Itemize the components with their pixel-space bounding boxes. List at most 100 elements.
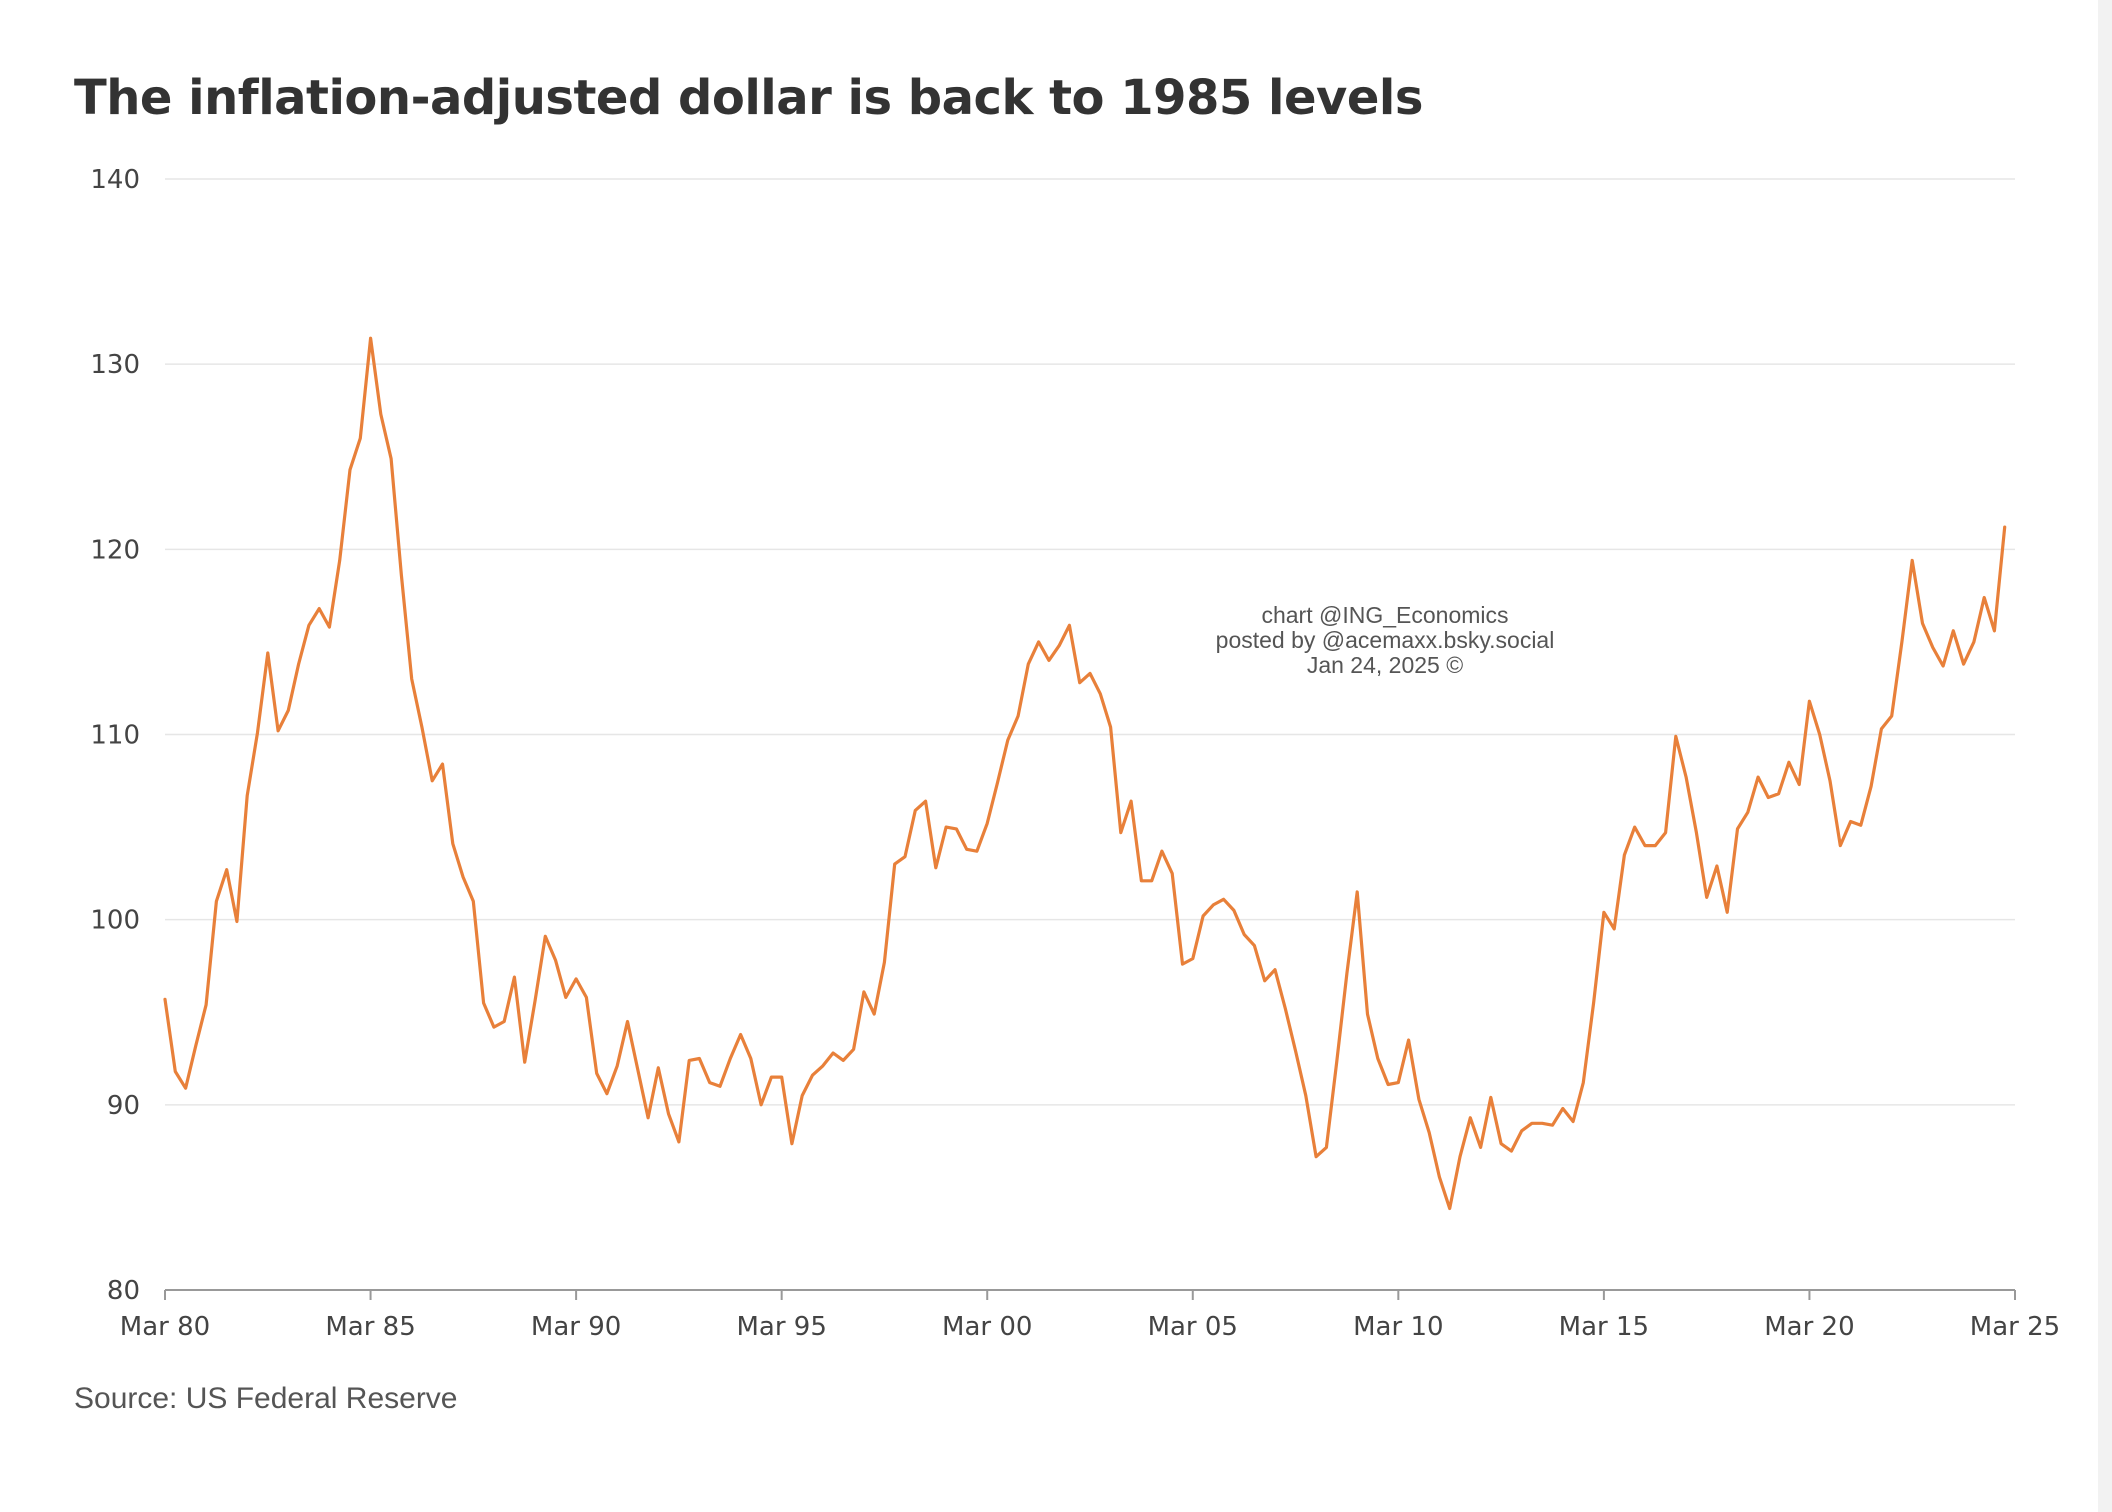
data-point — [1951, 629, 1955, 633]
data-point — [872, 1012, 876, 1016]
data-point — [1191, 957, 1195, 961]
data-point — [225, 868, 229, 872]
data-point — [1386, 1083, 1390, 1087]
y-tick-label: 140 — [90, 165, 140, 195]
data-point — [1139, 879, 1143, 883]
data-point — [903, 855, 907, 859]
x-tick-label: Mar 25 — [1970, 1312, 2060, 1342]
chart-title: The inflation-adjusted dollar is back to… — [74, 70, 1423, 126]
source-note: Source: US Federal Reserve — [74, 1382, 458, 1415]
data-point — [626, 1020, 630, 1024]
data-point — [1818, 733, 1822, 737]
data-point — [1314, 1155, 1318, 1159]
y-tick-label: 90 — [107, 1091, 140, 1121]
data-point — [256, 731, 260, 735]
data-point — [1283, 1007, 1287, 1011]
x-tick-label: Mar 80 — [120, 1312, 210, 1342]
data-point — [1057, 644, 1061, 648]
data-point — [1468, 1116, 1472, 1120]
data-point — [512, 975, 516, 979]
data-point — [441, 762, 445, 766]
data-point — [1766, 796, 1770, 800]
data-point — [1530, 1121, 1534, 1125]
data-point — [1026, 662, 1030, 666]
data-point — [1345, 971, 1349, 975]
data-point — [852, 1047, 856, 1051]
data-point — [1869, 784, 1873, 788]
data-point — [944, 825, 948, 829]
data-point — [194, 1044, 198, 1048]
data-point — [554, 958, 558, 962]
data-point — [1715, 864, 1719, 868]
data-point — [1746, 810, 1750, 814]
data-point — [327, 625, 331, 629]
series-line — [163, 336, 2007, 1211]
data-point — [399, 573, 403, 577]
data-point — [533, 999, 537, 1003]
data-point — [728, 1057, 732, 1061]
data-point — [646, 1116, 650, 1120]
data-point — [831, 1051, 835, 1055]
data-point — [276, 729, 280, 733]
data-point — [1849, 820, 1853, 824]
data-point — [1396, 1081, 1400, 1085]
data-point — [1499, 1142, 1503, 1146]
data-point — [821, 1064, 825, 1068]
data-point — [471, 899, 475, 903]
data-point — [1407, 1038, 1411, 1042]
data-point — [410, 677, 414, 681]
data-series — [163, 336, 2007, 1211]
data-point — [934, 866, 938, 870]
data-point — [790, 1142, 794, 1146]
data-point — [1335, 1060, 1339, 1064]
data-point — [1972, 640, 1976, 644]
data-point — [1705, 895, 1709, 899]
data-point — [1962, 662, 1966, 666]
data-point — [266, 651, 270, 655]
data-point — [1119, 831, 1123, 835]
data-point — [1838, 844, 1842, 848]
data-point — [677, 1140, 681, 1144]
data-point — [1129, 799, 1133, 803]
data-point — [615, 1064, 619, 1068]
data-point — [163, 997, 167, 1001]
data-point — [893, 862, 897, 866]
data-point — [492, 1025, 496, 1029]
data-point — [1777, 792, 1781, 796]
x-tick-label: Mar 15 — [1559, 1312, 1649, 1342]
data-point — [1458, 1155, 1462, 1159]
data-point — [656, 1066, 660, 1070]
data-point — [1324, 1145, 1328, 1149]
data-point — [1201, 914, 1205, 918]
data-point — [1509, 1149, 1513, 1153]
x-axis-ticks: Mar 80 Mar 85 Mar 90 Mar 95 Mar 00 Mar 05 Mar … — [120, 1290, 2060, 1342]
data-point — [1067, 623, 1071, 627]
data-point — [1222, 897, 1226, 901]
data-point — [1252, 944, 1256, 948]
data-point — [1047, 658, 1051, 662]
data-point — [965, 847, 969, 851]
data-point — [235, 920, 239, 924]
data-point — [1304, 1094, 1308, 1098]
data-point — [697, 1057, 701, 1061]
data-point — [1006, 738, 1010, 742]
data-point — [1427, 1131, 1431, 1135]
data-point — [1294, 1049, 1298, 1053]
data-point — [780, 1075, 784, 1079]
data-point — [1643, 844, 1647, 848]
data-point — [1561, 1107, 1565, 1111]
data-point — [461, 875, 465, 879]
data-point — [245, 794, 249, 798]
data-point — [759, 1103, 763, 1107]
data-point — [317, 607, 321, 611]
data-point — [862, 990, 866, 994]
data-point — [1828, 779, 1832, 783]
data-point — [1150, 879, 1154, 883]
data-point — [204, 1003, 208, 1007]
data-point — [1088, 671, 1092, 675]
data-point — [1016, 714, 1020, 718]
data-point — [1098, 692, 1102, 696]
data-point — [811, 1073, 815, 1077]
data-point — [430, 779, 434, 783]
